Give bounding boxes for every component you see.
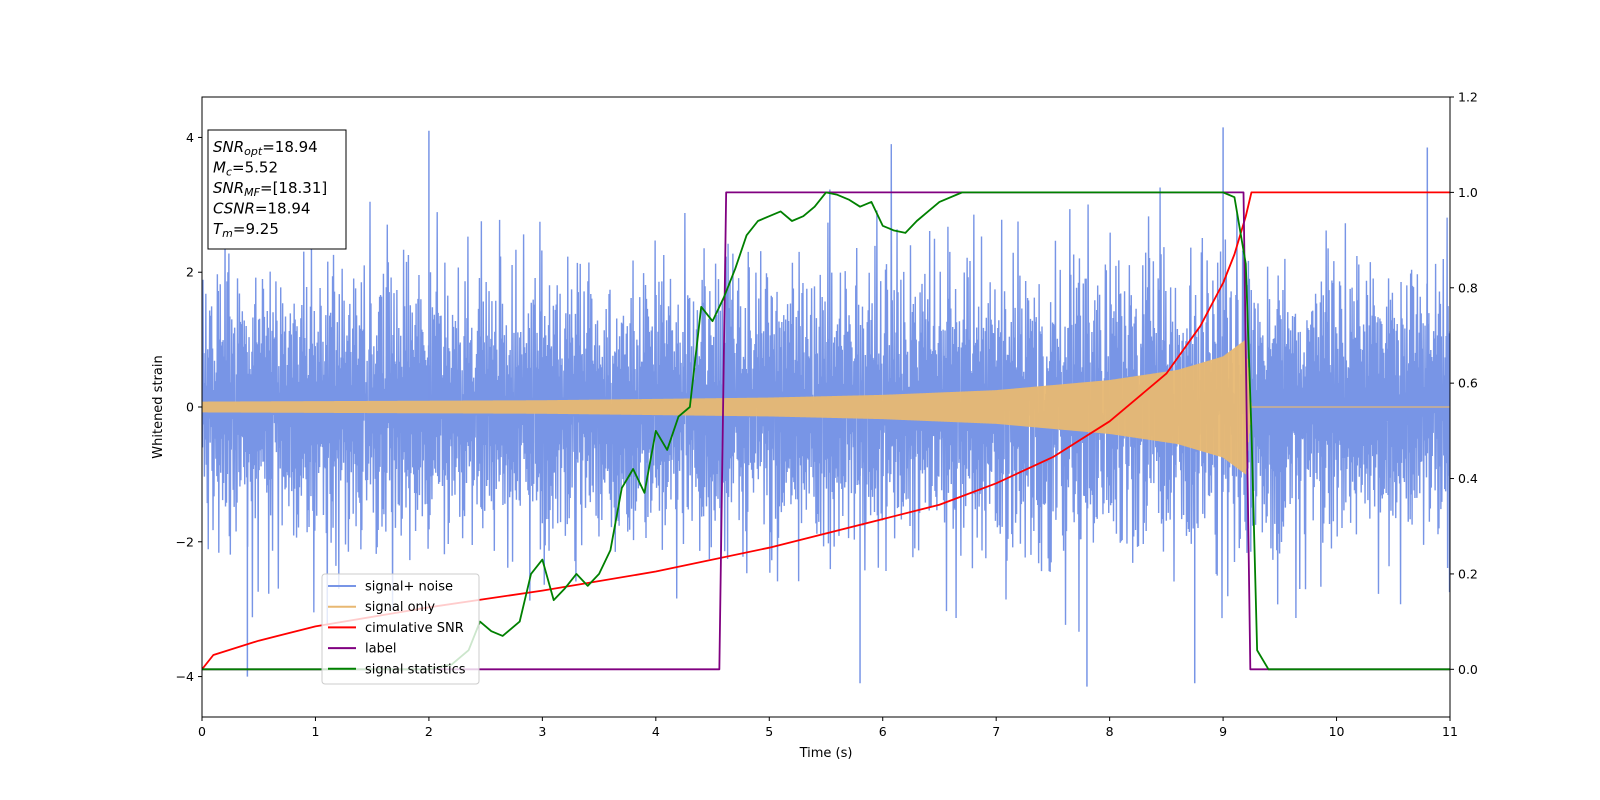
legend-frame [321, 573, 480, 685]
x-tick-label-8: 8 [1106, 724, 1114, 739]
legend-label-0: signal+ noise [365, 580, 453, 595]
info-line-1: Mc=5.52 [213, 159, 278, 179]
series-signal-noise-line [202, 144, 1450, 632]
x-tick-label-4: 4 [652, 724, 660, 739]
x-tick-label-5: 5 [765, 724, 773, 739]
legend-label-1: signal only [365, 600, 435, 615]
x-tick-label-6: 6 [879, 724, 887, 739]
x-tick-label-11: 11 [1442, 724, 1458, 739]
info-box: SNRopt=18.94Mc=5.52SNRMF=[18.31]CSNR=18.… [207, 129, 347, 250]
y2-tick-label-0: 0.0 [1458, 662, 1478, 677]
x-tick-label-10: 10 [1329, 724, 1345, 739]
info-line-2: SNRMF=[18.31] [213, 179, 327, 199]
legend: signal+ noise signal only cimulative SNR la… [321, 573, 480, 685]
info-line-0: SNRopt=18.94 [213, 138, 318, 158]
legend-label-4: signal statistics [365, 662, 466, 677]
x-tick-label-7: 7 [992, 724, 1000, 739]
y-tick-label-0: −4 [176, 669, 194, 684]
ticks-layer: 0 1 2 3 4 5 6 7 8 9 10 11 −4 −2 0 2 4 0.0 0.2 0.4 0.6 0.8 1.0 1… [176, 90, 1478, 740]
series-signal-only-line [202, 340, 1450, 475]
legend-label-3: label [365, 642, 396, 657]
x-tick-label-0: 0 [198, 724, 206, 739]
series-line-signal-statistics [202, 191, 1450, 671]
info-box-frame [207, 129, 347, 250]
info-line-4: Tm=9.25 [213, 220, 279, 240]
y2-tick-label-4: 0.8 [1458, 280, 1478, 295]
x-axis-label: Time (s) [799, 746, 853, 761]
x-tick-label-9: 9 [1219, 724, 1227, 739]
y-tick-label-3: 2 [186, 265, 194, 280]
y-tick-label-1: −2 [176, 534, 194, 549]
y2-tick-label-3: 0.6 [1458, 376, 1478, 391]
y2-tick-label-5: 1.0 [1458, 185, 1478, 200]
x-tick-label-3: 3 [538, 724, 546, 739]
info-line-3: CSNR=18.94 [213, 200, 310, 218]
x-tick-label-2: 2 [425, 724, 433, 739]
legend-label-2: cimulative SNR [365, 621, 464, 636]
y2-tick-label-1: 0.2 [1458, 566, 1478, 581]
y-axis-label: Whitened strain [151, 355, 166, 458]
y2-tick-label-2: 0.4 [1458, 471, 1478, 486]
y2-tick-label-6: 1.2 [1458, 90, 1478, 105]
y-tick-label-4: 4 [186, 130, 194, 145]
x-tick-label-1: 1 [311, 724, 319, 739]
y-tick-label-2: 0 [186, 400, 194, 415]
